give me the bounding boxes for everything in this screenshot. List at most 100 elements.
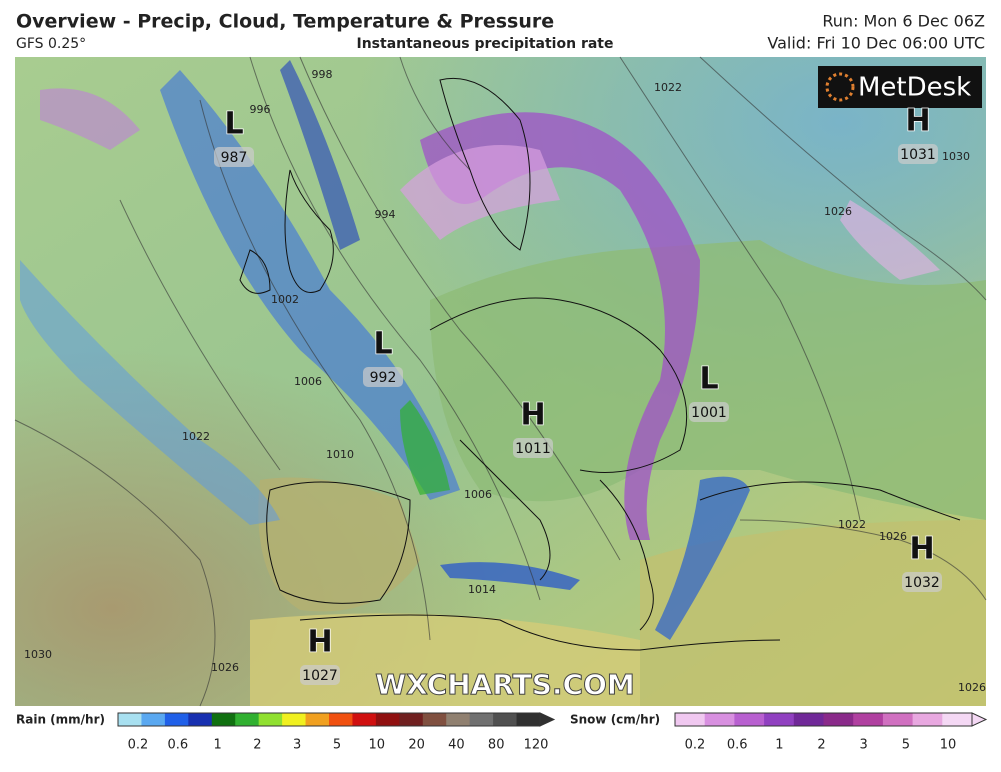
pressure-label-bg — [513, 438, 553, 458]
legend-arrow — [971, 712, 988, 727]
legend-tick-label: 80 — [488, 738, 505, 753]
legend-swatch — [764, 713, 795, 726]
legend-tick-label: 0.6 — [727, 738, 748, 753]
legend-tick-label: 10 — [369, 738, 386, 753]
legend-tick-label: 2 — [817, 738, 825, 753]
logo-box — [818, 66, 982, 108]
pressure-label-bg — [214, 147, 254, 167]
legend-tick-label: 5 — [902, 738, 910, 753]
legend-swatch — [823, 713, 854, 726]
isobar-label: 1014 — [468, 583, 496, 596]
pressure-label-bg — [902, 572, 942, 592]
legend-swatch — [352, 713, 377, 726]
logo-text: MetDesk — [858, 73, 971, 103]
legend-swatch — [188, 713, 213, 726]
pressure-center-value: 1032 — [904, 575, 940, 591]
legend-swatch — [164, 713, 189, 726]
pressure-center-letter: L — [224, 107, 243, 142]
rain-legend-label: Rain (mm/hr) — [16, 713, 105, 727]
legend-tick-label: 3 — [860, 738, 868, 753]
pressure-center-value: 992 — [370, 370, 397, 386]
isobar-label: 1030 — [942, 150, 970, 163]
legend-swatch — [329, 713, 353, 726]
isobar-label: 1006 — [294, 375, 322, 388]
legend-swatch — [734, 713, 765, 726]
pressure-center-letter: H — [307, 625, 332, 660]
legend-tick-label: 0.2 — [685, 738, 706, 753]
logo-icon — [825, 72, 855, 102]
isobar-label: 1030 — [24, 648, 52, 661]
pressure-center-letter: H — [520, 398, 545, 433]
legend-tick-label: 0.6 — [167, 738, 188, 753]
pressure-center-value: 1027 — [302, 668, 338, 684]
pressure-label-bg — [363, 367, 403, 387]
legend-swatch — [493, 713, 518, 726]
model: GFS 0.25° — [16, 36, 86, 52]
legend-swatch — [422, 713, 447, 726]
legend-swatch — [211, 713, 236, 726]
isobar-label: 994 — [375, 208, 396, 221]
isobar-label: 1022 — [654, 81, 682, 94]
legend-swatch — [704, 713, 735, 726]
dynamic-layer: L987L992H1011L1001H1031H1032H10279989969… — [24, 68, 988, 753]
subtitle: Instantaneous precipitation rate — [357, 36, 614, 52]
isobar-label: 996 — [250, 103, 271, 116]
pressure-label-bg — [689, 402, 729, 422]
legend-tick-label: 5 — [333, 738, 341, 753]
legend-tick-label: 0.2 — [128, 738, 149, 753]
isobar-label: 1010 — [326, 448, 354, 461]
map — [14, 56, 987, 707]
legend-tick-label: 3 — [293, 738, 301, 753]
pressure-center-letter: H — [905, 104, 930, 139]
isobar-label: 1022 — [182, 430, 210, 443]
isobar-label: 1026 — [879, 530, 907, 543]
legend-swatch — [469, 713, 494, 726]
legend-swatch — [235, 713, 260, 726]
isobar-label: 1026 — [958, 681, 986, 694]
legend-tick-label: 1 — [213, 738, 221, 753]
legend-swatch — [942, 713, 973, 726]
valid: Valid: Fri 10 Dec 06:00 UTC — [767, 34, 985, 53]
pressure-center-value: 1031 — [900, 147, 936, 163]
legend-tick-label: 40 — [448, 738, 465, 753]
legend-swatch — [282, 713, 307, 726]
legend-swatch — [882, 713, 914, 726]
legend-swatch — [399, 713, 424, 726]
legend-swatch — [912, 713, 943, 726]
isobar-label: 1022 — [838, 518, 866, 531]
legend-swatch — [793, 713, 824, 726]
pressure-label-bg — [898, 144, 938, 164]
legend-swatch — [675, 713, 706, 726]
legend-swatch — [305, 713, 330, 726]
isobar-label: 1026 — [211, 661, 239, 674]
isobar-label: 998 — [312, 68, 333, 81]
watermark: WXCHARTS.COM — [375, 668, 635, 701]
pressure-label-bg — [300, 665, 340, 685]
legend-swatch — [141, 713, 166, 726]
pressure-center-value: 987 — [221, 150, 248, 166]
legend-tick-label: 10 — [940, 738, 957, 753]
legend-swatch — [375, 713, 400, 726]
isobar-label: 1002 — [271, 293, 299, 306]
legend-swatch — [258, 713, 283, 726]
pressure-center-value: 1011 — [515, 441, 551, 457]
isobar-label: 1026 — [824, 205, 852, 218]
title: Overview - Precip, Cloud, Temperature & … — [16, 11, 554, 33]
pressure-center-letter: H — [909, 532, 934, 567]
legend-tick-label: 1 — [775, 738, 783, 753]
legend-tick-label: 2 — [253, 738, 261, 753]
pressure-center-letter: L — [373, 327, 392, 362]
pressure-center-value: 1001 — [691, 405, 727, 421]
snow-legend-label: Snow (cm/hr) — [570, 713, 660, 727]
legend-tick-label: 120 — [524, 738, 549, 753]
legend-tick-label: 20 — [408, 738, 425, 753]
legend-arrow — [539, 712, 556, 727]
isobar-label: 1006 — [464, 488, 492, 501]
legend-swatch — [853, 713, 884, 726]
pressure-center-letter: L — [699, 362, 718, 397]
run: Run: Mon 6 Dec 06Z — [822, 12, 985, 31]
legend-swatch — [118, 713, 142, 726]
legend-swatch — [516, 713, 541, 726]
legend-swatch — [446, 713, 471, 726]
